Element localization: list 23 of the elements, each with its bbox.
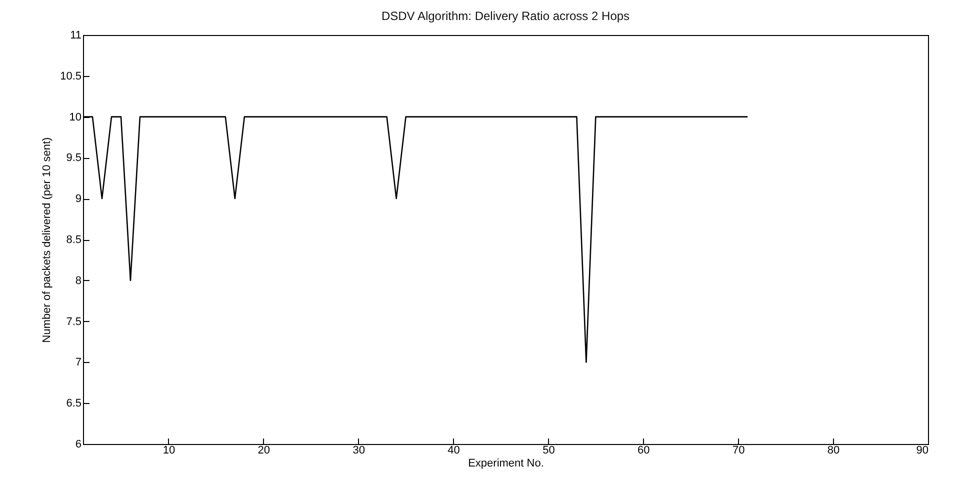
x-tick-label: 20 [258,444,270,456]
x-axis-title: Experiment No. [468,458,544,470]
y-tick-label: 8 [75,274,82,287]
x-tick-label: 40 [448,444,460,456]
y-tick-label: 11 [70,30,82,42]
x-tick-label: 10 [162,444,176,456]
y-axis-title: Number of packets delivered (per 10 sent) [41,137,54,343]
x-tick-label: 80 [827,444,840,456]
y-tick-label: 10.5 [60,70,82,82]
y-tick-label: 9.5 [66,152,82,164]
y-tick-label: 6.5 [66,398,82,410]
y-tick-label: 6 [75,438,82,450]
x-tick-label: 30 [352,444,365,456]
y-tick-label: 8.5 [66,234,82,246]
x-tick-label: 50 [542,444,555,456]
x-tick-label: 60 [638,444,650,456]
y-tick-label: 10 [69,111,82,124]
y-tick-label: 9 [75,193,82,206]
x-tick-label: 90 [916,444,928,456]
chart-title: DSDV Algorithm: Delivery Ratio across 2 Hops [381,9,630,23]
x-tick-label: 70 [732,444,745,456]
y-tick-label: 7 [75,356,82,369]
y-tick-label: 7.5 [66,316,82,328]
